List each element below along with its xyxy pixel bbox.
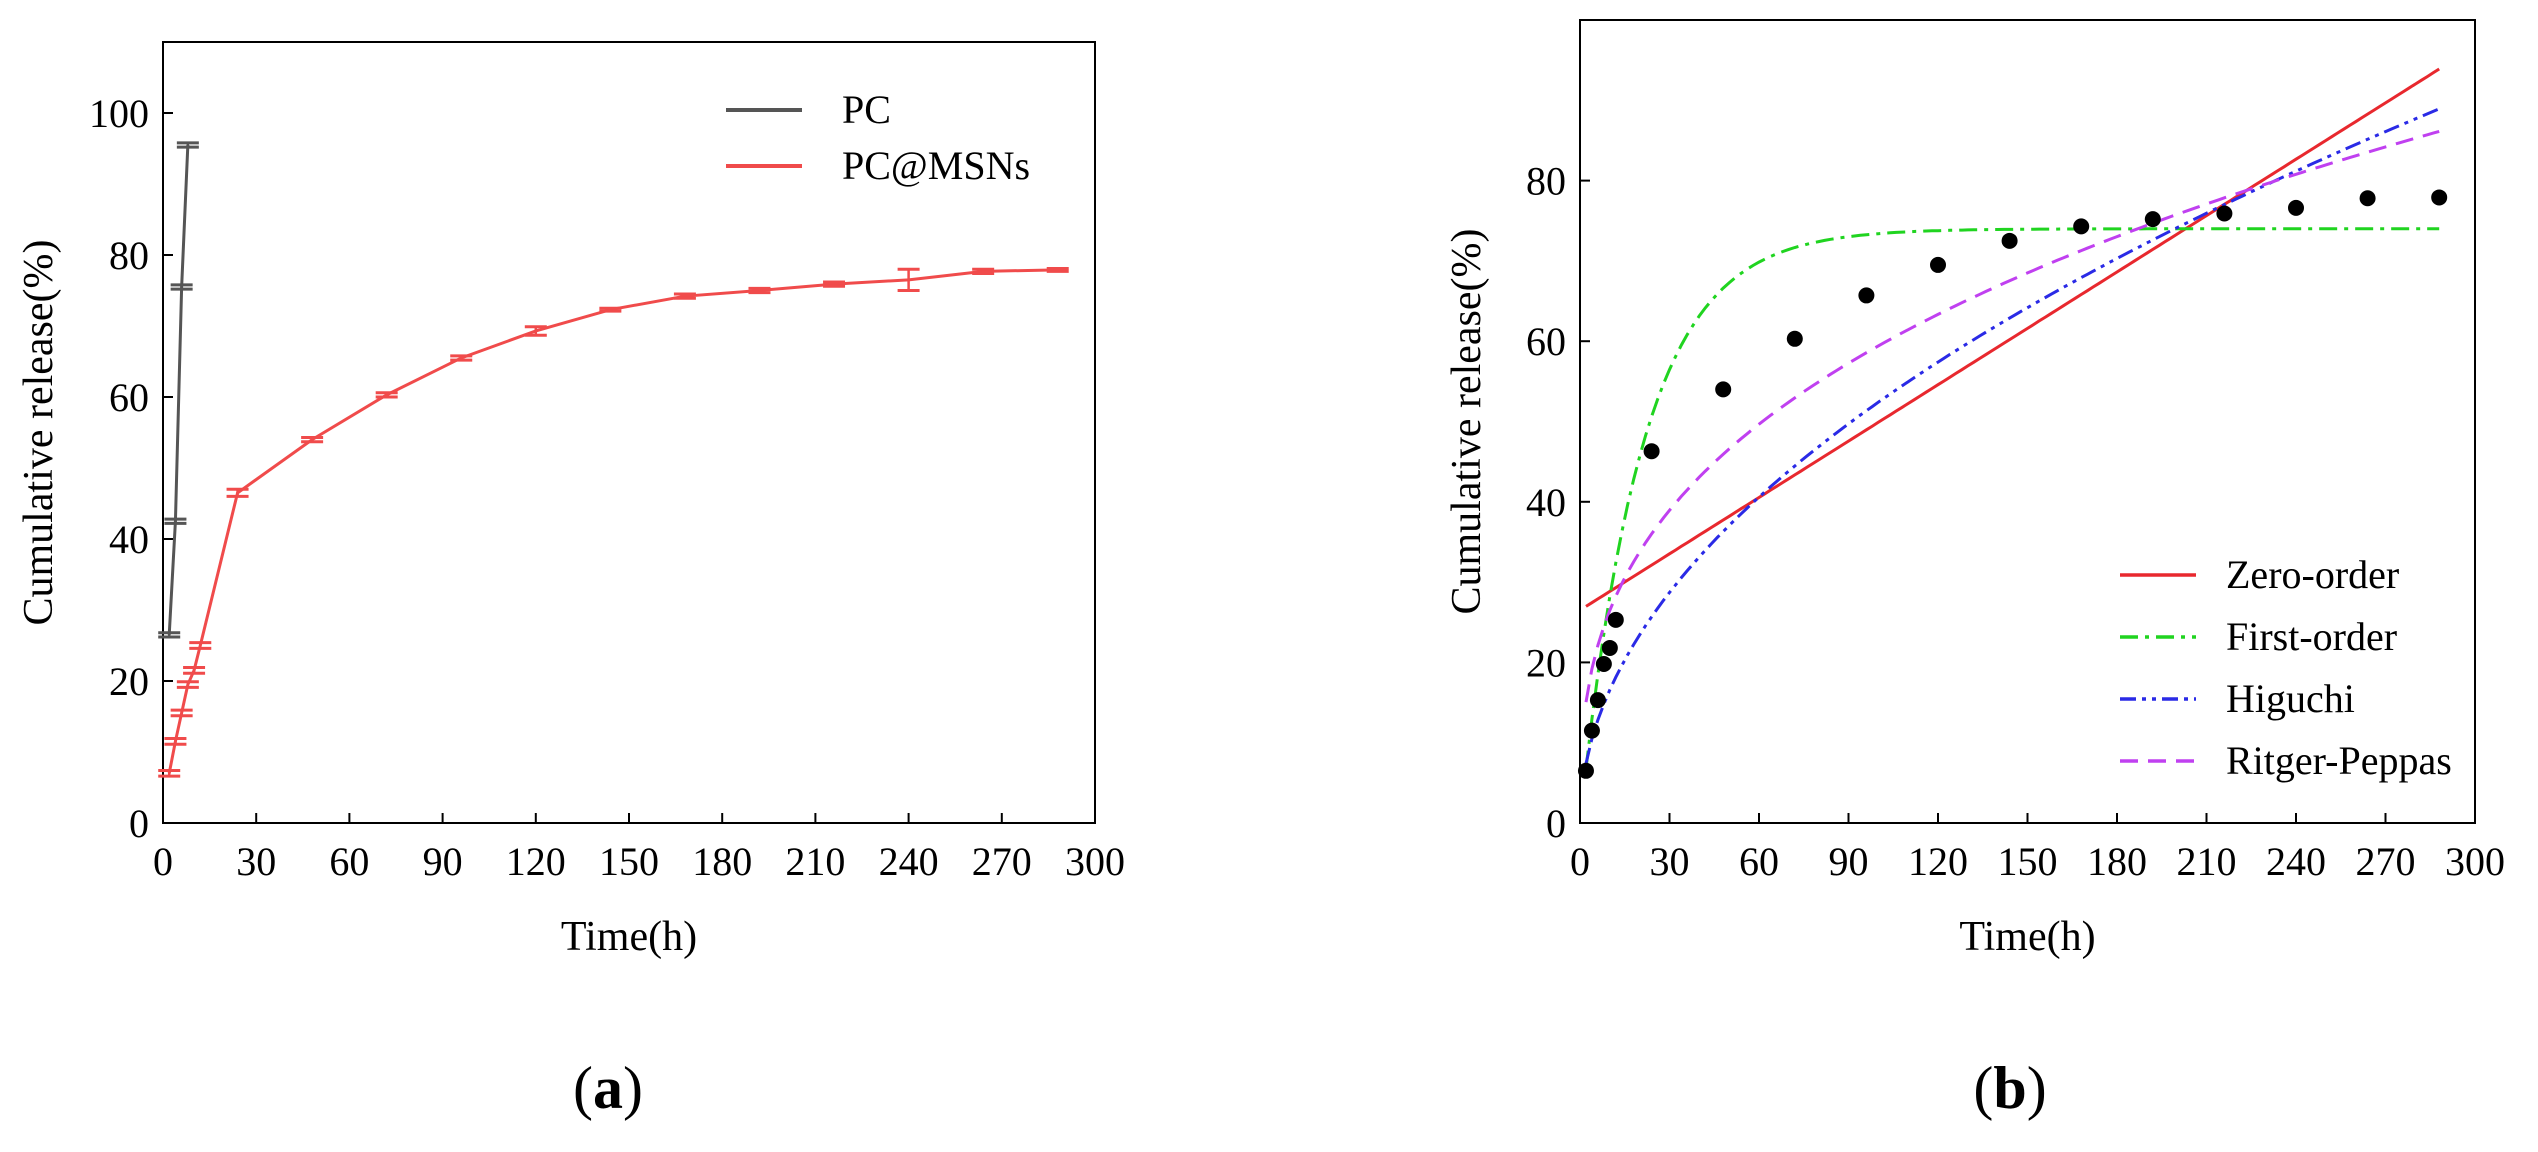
y-tick-label: 80 [1526,159,1566,204]
data-point [1786,330,1803,347]
x-tick-label: 120 [506,839,566,884]
x-tick-label: 210 [2177,839,2237,884]
y-tick-label: 60 [109,375,149,420]
data-point [2431,189,2448,206]
x-tick-label: 90 [1829,839,1869,884]
x-tick-label: 30 [236,839,276,884]
x-tick-label: 150 [599,839,659,884]
legend-label: First-order [2226,614,2397,659]
x-axis-label: Time(h) [561,914,697,960]
x-tick-label: 180 [692,839,752,884]
x-tick-label: 60 [1739,839,1779,884]
panel-a-chart: 0 30 60 90 120 150 180 210 240 270 300 0 20 40 60 80 100… [16,41,1125,960]
data-point [2001,232,2018,249]
data-point [2216,205,2233,222]
y-tick-label: 80 [109,233,149,278]
x-tick-label: 240 [879,839,939,884]
legend-label: Higuchi [2226,676,2355,721]
x-axis-label: Time(h) [1959,914,2095,960]
x-tick-label: 270 [972,839,1032,884]
x-tick-label: 90 [423,839,463,884]
data-point [2288,199,2304,216]
legend-label: Zero-order [2226,552,2399,597]
data-point [1601,639,1618,656]
y-tick-label: 20 [109,659,149,704]
data-point [1930,256,1946,273]
x-tick-label: 30 [1650,839,1690,884]
x-tick-label: 300 [2445,839,2505,884]
legend-label: PC [842,87,891,132]
legend-label: PC@MSNs [842,143,1030,188]
panel-a-caption: (a) [573,1055,643,1121]
x-tick-label: 240 [2266,839,2326,884]
fit-line-firstorder [1584,227,2440,769]
legend-label: Ritger-Peppas [2226,738,2452,783]
y-tick-label: 40 [109,517,149,562]
data-point [1643,443,1660,460]
y-tick-label: 100 [89,91,149,136]
fit-line-ritgerpeppas [1584,129,2440,703]
data-point [1595,656,1612,673]
x-tick-label: 150 [1998,839,2058,884]
data-point [1858,287,1875,304]
fit-line-higuchi [1584,107,2440,764]
series-line-pcmsns [167,268,1058,774]
panel-a-caption-letter: a [593,1055,623,1121]
x-tick-label: 210 [785,839,845,884]
x-tick-label: 300 [1065,839,1125,884]
data-point [2144,211,2161,228]
data-point [2359,190,2376,207]
y-tick-label: 40 [1526,480,1566,525]
data-point [1715,381,1732,398]
panel-b-caption-letter: b [1993,1055,2026,1121]
y-tick-label: 0 [129,801,149,846]
y-tick-label: 0 [1546,801,1566,846]
x-tick-label: 120 [1908,839,1968,884]
x-tick-label: 270 [2356,839,2416,884]
x-tick-label: 0 [153,839,173,884]
y-axis-label: Cumulative release(%) [16,240,62,626]
data-point [2073,218,2090,235]
y-tick-label: 20 [1526,640,1566,685]
data-point [1607,611,1624,628]
panel-b-caption: (b) [1973,1055,2046,1121]
series-line-pc [167,144,190,635]
y-tick-label: 60 [1526,319,1566,364]
x-tick-label: 60 [329,839,369,884]
data-point [1577,762,1594,779]
panel-b-chart: 0 30 60 90 120 150 180 210 240 270 300 0 20 40 60 80 Tim… [1444,19,2505,960]
data-point [1589,692,1606,709]
x-tick-label: 0 [1570,839,1590,884]
x-tick-label: 180 [2087,839,2147,884]
fit-line-zeroorder [1585,67,2441,608]
data-point [1583,722,1600,739]
y-axis-label: Cumulative release(%) [1444,229,1490,615]
